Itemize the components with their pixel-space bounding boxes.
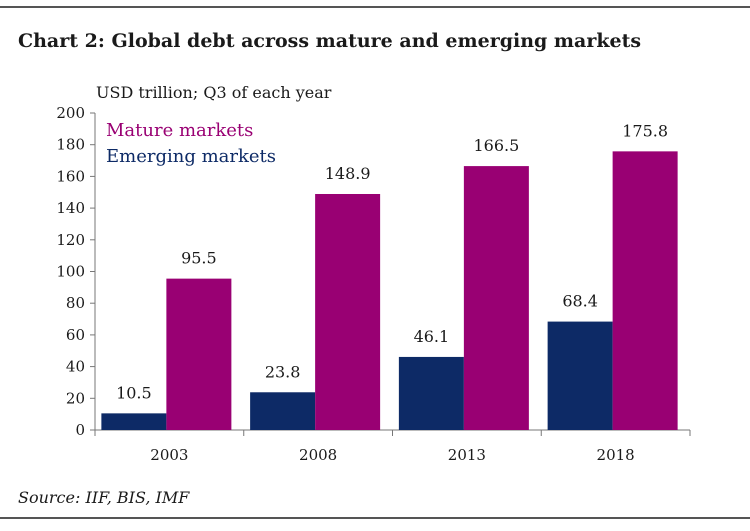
chart-title: Chart 2: Global debt across mature and e… [18,30,642,52]
data-label-emerging-2008: 23.8 [265,362,301,381]
source-note: Source: IIF, BIS, IMF [18,488,190,507]
data-label-emerging-2003: 10.5 [116,383,152,402]
bar-mature-2003 [166,278,232,430]
y-tick-label: 180 [56,136,85,154]
data-label-mature-2003: 95.5 [181,249,217,268]
bar-emerging-2018 [547,321,613,430]
x-tick-label-2018: 2018 [597,446,635,464]
x-tick-label-2008: 2008 [299,446,337,464]
y-tick-label: 140 [56,199,85,217]
y-tick-label: 100 [56,263,85,281]
bar-mature-2013 [463,166,529,430]
data-label-mature-2018: 175.8 [622,121,668,140]
data-label-mature-2013: 166.5 [473,136,519,155]
bottom-rule [0,517,750,519]
data-label-mature-2008: 148.9 [325,164,371,183]
bar-emerging-2003 [101,413,167,430]
y-tick-label: 160 [56,167,85,185]
y-tick-label: 40 [66,358,85,376]
y-tick-label: 0 [75,421,85,439]
legend-mature-markets: Mature markets [106,120,253,141]
x-tick-label-2003: 2003 [150,446,188,464]
y-tick-label: 60 [66,326,85,344]
bar-mature-2018 [612,151,678,430]
bar-mature-2008 [315,193,381,430]
legend-emerging-markets: Emerging markets [106,146,276,167]
data-label-emerging-2018: 68.4 [562,292,598,311]
y-tick-label: 200 [56,104,85,122]
x-tick-label-2013: 2013 [448,446,486,464]
top-rule [0,6,750,8]
data-label-emerging-2013: 46.1 [414,327,450,346]
y-tick-label: 120 [56,231,85,249]
bar-emerging-2008 [250,392,316,430]
bar-emerging-2013 [398,356,464,430]
unit-label: USD trillion; Q3 of each year [96,83,332,102]
y-tick-label: 80 [66,294,85,312]
y-tick-label: 20 [66,389,85,407]
